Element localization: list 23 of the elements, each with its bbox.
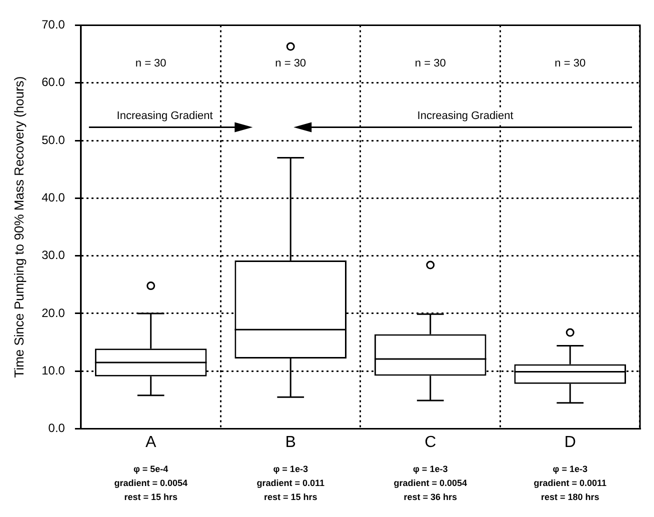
y-tick-label: 0.0 (48, 421, 66, 436)
y-axis-title: Time Since Pumping to 90% Mass Recovery (hours) (11, 76, 26, 378)
annotation: n = 30 (554, 58, 586, 70)
y-tick-label: 20.0 (42, 306, 66, 320)
annotation: Increasing Gradient (116, 110, 213, 122)
y-tick-label: 60.0 (42, 75, 66, 90)
x-tick-label: C (424, 434, 436, 451)
y-tick-label: 10.0 (42, 363, 66, 378)
text: φ = 1e-3 gradient = 0.0011 rest = 180 hrs (534, 464, 607, 502)
y-tick-label: 40.0 (42, 190, 66, 204)
y-tick-label: 50.0 (42, 132, 66, 147)
x-tick-label: B (285, 434, 296, 451)
x-tick-label: D (564, 434, 576, 451)
x-tick-label: A (146, 434, 156, 451)
annotation: n = 30 (135, 58, 166, 70)
annotation: Increasing Gradient (417, 110, 514, 122)
annotation: n = 30 (414, 58, 446, 70)
y-tick-label: 30.0 (42, 248, 66, 262)
text: φ = 1e-3 gradient = 0.0054 rest = 36 hrs (394, 464, 468, 502)
text: φ = 5e-4 gradient = 0.0054 rest = 15 hrs (114, 464, 188, 502)
y-tick-label: 70.0 (42, 18, 66, 32)
text: φ = 1e-3 gradient = 0.011 rest = 15 hrs (256, 464, 324, 502)
annotation: n = 30 (275, 58, 306, 70)
